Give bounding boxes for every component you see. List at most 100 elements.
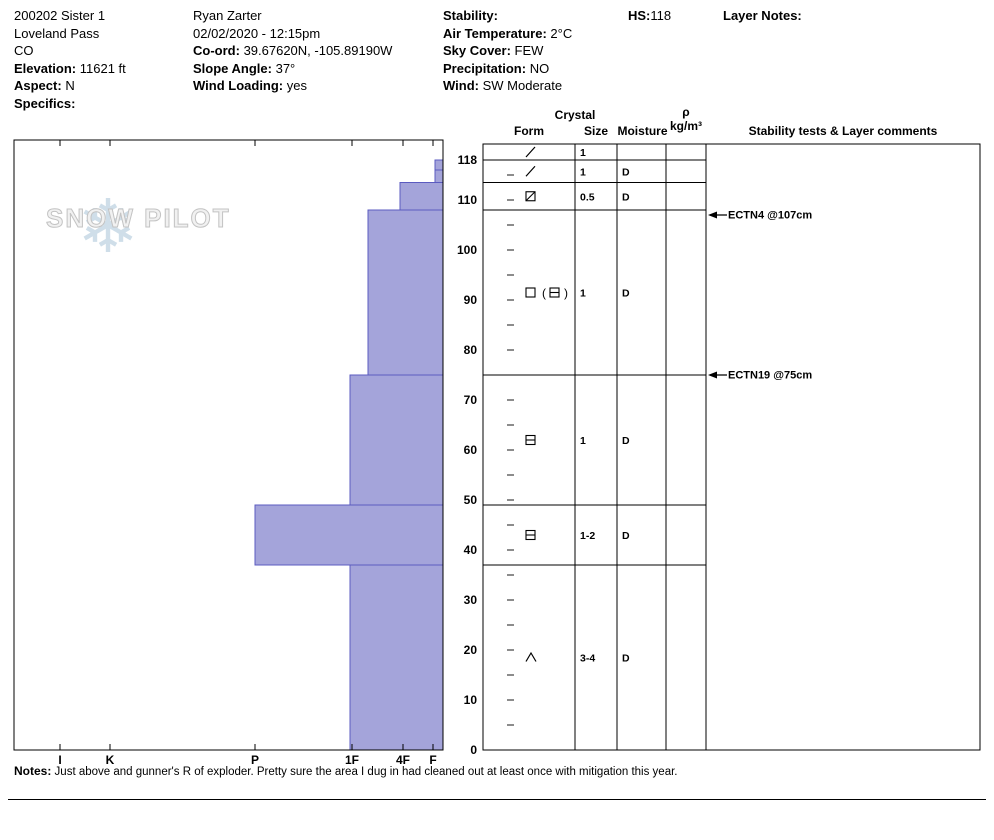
moisture-value: D <box>622 166 630 178</box>
col-header-crystal: Crystal <box>555 108 596 122</box>
hardness-axis-label: K <box>106 753 115 767</box>
watermark-snowflake-icon: ❄ <box>77 185 139 268</box>
hardness-axis-label: P <box>251 753 259 767</box>
grain-form-icon <box>525 165 536 177</box>
grain-size-value: 1 <box>580 435 586 447</box>
moisture-value: D <box>622 288 630 300</box>
col-header-comments: Stability tests & Layer comments <box>749 124 938 138</box>
grain-form-icon: ( <box>542 286 546 300</box>
notes-label: Notes: <box>14 764 52 778</box>
footer-divider <box>8 799 986 800</box>
hardness-axis-label: F <box>429 753 436 767</box>
grain-form-icon <box>525 191 536 202</box>
watermark-text: SNOW PILOT <box>46 203 231 233</box>
air-temp-value: 2°C <box>550 25 573 41</box>
depth-axis-label: 30 <box>464 593 478 607</box>
hardness-layer-bar <box>367 209 444 376</box>
hardness-layer-bar <box>349 564 444 751</box>
moisture-value: D <box>622 435 630 447</box>
test-arrow-head <box>708 211 717 219</box>
elevation-label: Elevation: <box>14 60 77 76</box>
precipitation-value: NO <box>529 60 550 76</box>
slope-angle-row: Slope Angle: 37° <box>193 60 392 78</box>
hardness-axis-label: I <box>58 753 61 767</box>
grain-form-icon <box>525 651 537 662</box>
depth-axis-label: 10 <box>464 693 478 707</box>
grain-size-value: 1 <box>580 288 586 300</box>
depth-axis-label: 80 <box>464 343 478 357</box>
observer-name: Ryan Zarter <box>193 8 262 23</box>
depth-axis-label: 100 <box>457 243 477 257</box>
hardness-layer-bar <box>349 374 444 506</box>
hardness-axis-label: 4F <box>396 753 410 767</box>
stability-row: Stability: <box>443 7 572 25</box>
grain-size-value: 1-2 <box>580 530 595 542</box>
aspect-value: N <box>65 78 75 93</box>
col-header-size: Size <box>584 124 608 138</box>
moisture-value: D <box>622 191 630 203</box>
sky-cover-label: Sky Cover: <box>443 43 511 58</box>
pit-location: Loveland Pass <box>14 25 100 41</box>
depth-axis-label: 0 <box>470 743 477 757</box>
stability-label: Stability: <box>443 8 498 23</box>
depth-axis-label: 20 <box>464 643 478 657</box>
hardness-axis-label: 1F <box>345 753 359 767</box>
slope-angle-value: 37° <box>275 60 296 76</box>
col-header-density-units: kg/m³ <box>670 119 702 133</box>
depth-axis-label: 60 <box>464 443 478 457</box>
header-hs-column: HS:118 <box>628 7 671 25</box>
hs-label: HS: <box>628 8 651 23</box>
stability-test-label: ECTN19 @75cm <box>728 370 812 382</box>
notes-text: Just above and gunner's R of exploder. P… <box>54 766 678 778</box>
depth-axis-label: 70 <box>464 393 478 407</box>
sky-cover-row: Sky Cover: FEW <box>443 42 572 60</box>
header-weather-column: Stability: Air Temperature: 2°C Sky Cove… <box>443 7 572 95</box>
sky-cover-value: FEW <box>514 43 544 58</box>
air-temp-label: Air Temperature: <box>443 25 547 41</box>
wind-loading-row: Wind Loading: yes <box>193 77 392 95</box>
moisture-value: D <box>622 530 630 542</box>
aspect-label: Aspect: <box>14 78 62 93</box>
header-layer-notes-column: Layer Notes: <box>723 7 802 25</box>
col-header-density: ρ <box>682 105 689 119</box>
wind-value: SW Moderate <box>482 78 563 93</box>
depth-axis-label: 118 <box>458 153 478 167</box>
slope-angle-label: Slope Angle: <box>193 60 272 76</box>
plot-frame <box>13 139 444 751</box>
header-location-column: 200202 Sister 1 Loveland Pass CO Elevati… <box>14 7 126 112</box>
wind-label: Wind: <box>443 78 479 93</box>
moisture-value: D <box>622 653 630 665</box>
coord-row: Co-ord: 39.67620N, -105.89190W <box>193 42 392 60</box>
grain-size-value: 1 <box>580 166 586 178</box>
pit-name: 200202 Sister 1 <box>14 8 106 23</box>
grain-form-icon <box>525 287 536 298</box>
specifics-row: Specifics: <box>14 95 126 113</box>
hs-row: HS:118 <box>628 7 671 25</box>
depth-axis-label: 50 <box>464 493 478 507</box>
depth-axis-label: 110 <box>458 193 478 207</box>
hardness-layer-bar <box>399 182 444 211</box>
wind-row: Wind: SW Moderate <box>443 77 572 95</box>
precipitation-row: Precipitation: NO <box>443 60 572 78</box>
elevation-value: 11621 ft <box>79 60 126 76</box>
grain-form-icon <box>525 146 536 158</box>
notes-row: Notes: Just above and gunner's R of expl… <box>14 764 677 778</box>
grain-size-value: 1 <box>580 147 586 159</box>
aspect-row: Aspect: N <box>14 77 126 95</box>
specifics-label: Specifics: <box>14 95 76 111</box>
hardness-layer-bar <box>434 169 444 183</box>
coord-label: Co-ord: <box>193 43 240 58</box>
layer-notes-row: Layer Notes: <box>723 7 802 25</box>
wind-loading-label: Wind Loading: <box>193 78 284 93</box>
elevation-row: Elevation: 11621 ft <box>14 60 126 78</box>
header-observer-column: Ryan Zarter 02/02/2020 - 12:15pm Co-ord:… <box>193 7 392 95</box>
pit-datetime: 02/02/2020 - 12:15pm <box>193 25 321 41</box>
grain-table-frame <box>482 143 981 751</box>
col-header-moisture: Moisture <box>617 124 667 138</box>
pit-region: CO <box>14 43 34 58</box>
precipitation-label: Precipitation: <box>443 60 527 76</box>
air-temp-row: Air Temperature: 2°C <box>443 25 572 43</box>
grain-form-icon: ) <box>564 286 568 300</box>
grain-form-icon <box>525 191 536 202</box>
depth-axis-label: 90 <box>464 293 478 307</box>
